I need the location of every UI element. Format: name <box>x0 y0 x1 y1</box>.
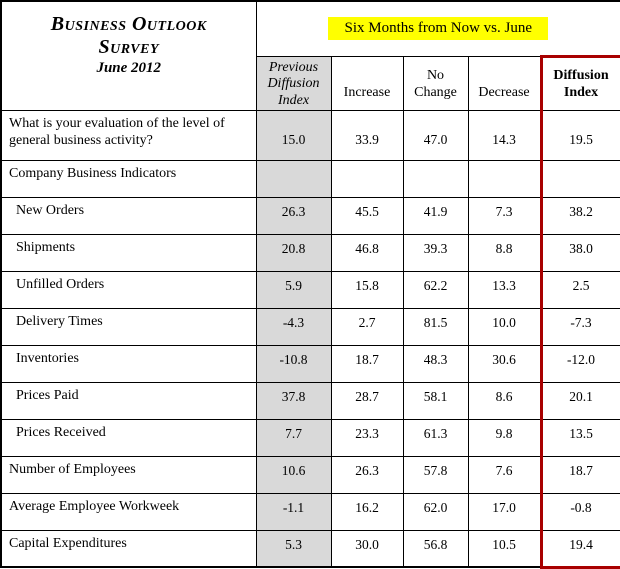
row-label: Number of Employees <box>0 455 257 494</box>
row-value-no-change: 41.9 <box>402 196 469 235</box>
column-header-no-change: No Change <box>402 55 469 111</box>
row-value-previous: -4.3 <box>255 307 332 346</box>
row-value-increase: 30.0 <box>330 529 404 568</box>
row-value-decrease: 7.3 <box>467 196 542 235</box>
table-row: Company Business Indicators <box>0 159 620 198</box>
row-value-decrease <box>467 159 542 198</box>
row-label: Shipments <box>0 233 257 272</box>
row-value-decrease: 14.3 <box>467 109 542 161</box>
row-value-previous: 5.9 <box>255 270 332 309</box>
table-row: Inventories -10.8 18.7 48.3 30.6 -12.0 <box>0 344 620 383</box>
row-label: Delivery Times <box>0 307 257 346</box>
table-row: Shipments 20.8 46.8 39.3 8.8 38.0 <box>0 233 620 272</box>
row-value-diffusion: 38.2 <box>539 196 620 235</box>
row-value-diffusion <box>539 159 620 198</box>
row-label: Average Employee Workweek <box>0 492 257 531</box>
row-value-decrease: 17.0 <box>467 492 542 531</box>
table-body: What is your evaluation of the level of … <box>0 109 620 569</box>
row-label: Unfilled Orders <box>0 270 257 309</box>
row-value-no-change: 58.1 <box>402 381 469 420</box>
column-header-previous-diffusion-index: Previous Diffusion Index <box>255 55 332 111</box>
row-value-decrease: 8.8 <box>467 233 542 272</box>
row-value-diffusion: 2.5 <box>539 270 620 309</box>
row-value-diffusion: 19.4 <box>539 529 620 569</box>
row-value-decrease: 13.3 <box>467 270 542 309</box>
row-value-increase: 15.8 <box>330 270 404 309</box>
row-value-previous: 20.8 <box>255 233 332 272</box>
banner-cell: Six Months from Now vs. June <box>255 0 620 57</box>
row-value-no-change: 61.3 <box>402 418 469 457</box>
row-value-previous: 15.0 <box>255 109 332 161</box>
row-value-no-change: 81.5 <box>402 307 469 346</box>
row-value-increase: 45.5 <box>330 196 404 235</box>
row-value-previous: 5.3 <box>255 529 332 568</box>
row-value-diffusion: -0.8 <box>539 492 620 531</box>
row-value-diffusion: 13.5 <box>539 418 620 457</box>
row-value-decrease: 10.0 <box>467 307 542 346</box>
row-value-diffusion: 19.5 <box>539 109 620 161</box>
column-header-increase: Increase <box>330 55 404 111</box>
banner-row: Business Outlook Survey June 2012 Six Mo… <box>0 0 620 111</box>
row-value-previous <box>255 159 332 198</box>
column-header-decrease: Decrease <box>467 55 542 111</box>
row-value-decrease: 8.6 <box>467 381 542 420</box>
row-value-decrease: 10.5 <box>467 529 542 568</box>
row-label: Company Business Indicators <box>0 159 257 198</box>
row-value-no-change: 48.3 <box>402 344 469 383</box>
row-value-diffusion: -7.3 <box>539 307 620 346</box>
row-value-diffusion: 38.0 <box>539 233 620 272</box>
report-title-line2: Survey <box>98 35 160 58</box>
row-value-no-change: 62.0 <box>402 492 469 531</box>
row-value-previous: 10.6 <box>255 455 332 494</box>
row-value-no-change: 47.0 <box>402 109 469 161</box>
row-value-increase: 26.3 <box>330 455 404 494</box>
table-row: Number of Employees 10.6 26.3 57.8 7.6 1… <box>0 455 620 494</box>
row-value-no-change: 39.3 <box>402 233 469 272</box>
row-value-increase: 33.9 <box>330 109 404 161</box>
title-cell: Business Outlook Survey June 2012 <box>0 0 257 111</box>
row-value-increase: 23.3 <box>330 418 404 457</box>
row-value-increase <box>330 159 404 198</box>
row-value-previous: 7.7 <box>255 418 332 457</box>
report-date: June 2012 <box>96 59 162 76</box>
row-value-previous: 26.3 <box>255 196 332 235</box>
row-value-diffusion: 20.1 <box>539 381 620 420</box>
table-row: Prices Received 7.7 23.3 61.3 9.8 13.5 <box>0 418 620 457</box>
table-row: Capital Expenditures 5.3 30.0 56.8 10.5 … <box>0 529 620 569</box>
row-value-no-change: 62.2 <box>402 270 469 309</box>
table-row: New Orders 26.3 45.5 41.9 7.3 38.2 <box>0 196 620 235</box>
row-label: New Orders <box>0 196 257 235</box>
row-value-previous: 37.8 <box>255 381 332 420</box>
row-value-increase: 28.7 <box>330 381 404 420</box>
row-value-decrease: 9.8 <box>467 418 542 457</box>
column-header-diffusion-index: Diffusion Index <box>539 54 620 111</box>
row-value-increase: 2.7 <box>330 307 404 346</box>
row-label: Inventories <box>0 344 257 383</box>
row-value-increase: 46.8 <box>330 233 404 272</box>
row-value-diffusion: -12.0 <box>539 344 620 383</box>
row-value-no-change: 57.8 <box>402 455 469 494</box>
table-row: Average Employee Workweek -1.1 16.2 62.0… <box>0 492 620 531</box>
banner-highlight: Six Months from Now vs. June <box>328 16 548 40</box>
row-label: Prices Paid <box>0 381 257 420</box>
row-value-no-change <box>402 159 469 198</box>
table-row: Delivery Times -4.3 2.7 81.5 10.0 -7.3 <box>0 307 620 346</box>
report-title-line1: Business Outlook <box>50 12 207 35</box>
row-value-previous: -1.1 <box>255 492 332 531</box>
column-header-row: Previous Diffusion Index Increase No Cha… <box>1 54 620 111</box>
row-value-decrease: 7.6 <box>467 455 542 494</box>
row-value-previous: -10.8 <box>255 344 332 383</box>
table-row: What is your evaluation of the level of … <box>0 109 620 161</box>
row-value-no-change: 56.8 <box>402 529 469 568</box>
table-row: Prices Paid 37.8 28.7 58.1 8.6 20.1 <box>0 381 620 420</box>
row-value-decrease: 30.6 <box>467 344 542 383</box>
row-label: Capital Expenditures <box>0 529 257 568</box>
row-label: What is your evaluation of the level of … <box>0 109 257 161</box>
row-value-increase: 16.2 <box>330 492 404 531</box>
row-value-diffusion: 18.7 <box>539 455 620 494</box>
table-row: Unfilled Orders 5.9 15.8 62.2 13.3 2.5 <box>0 270 620 309</box>
row-label: Prices Received <box>0 418 257 457</box>
row-value-increase: 18.7 <box>330 344 404 383</box>
